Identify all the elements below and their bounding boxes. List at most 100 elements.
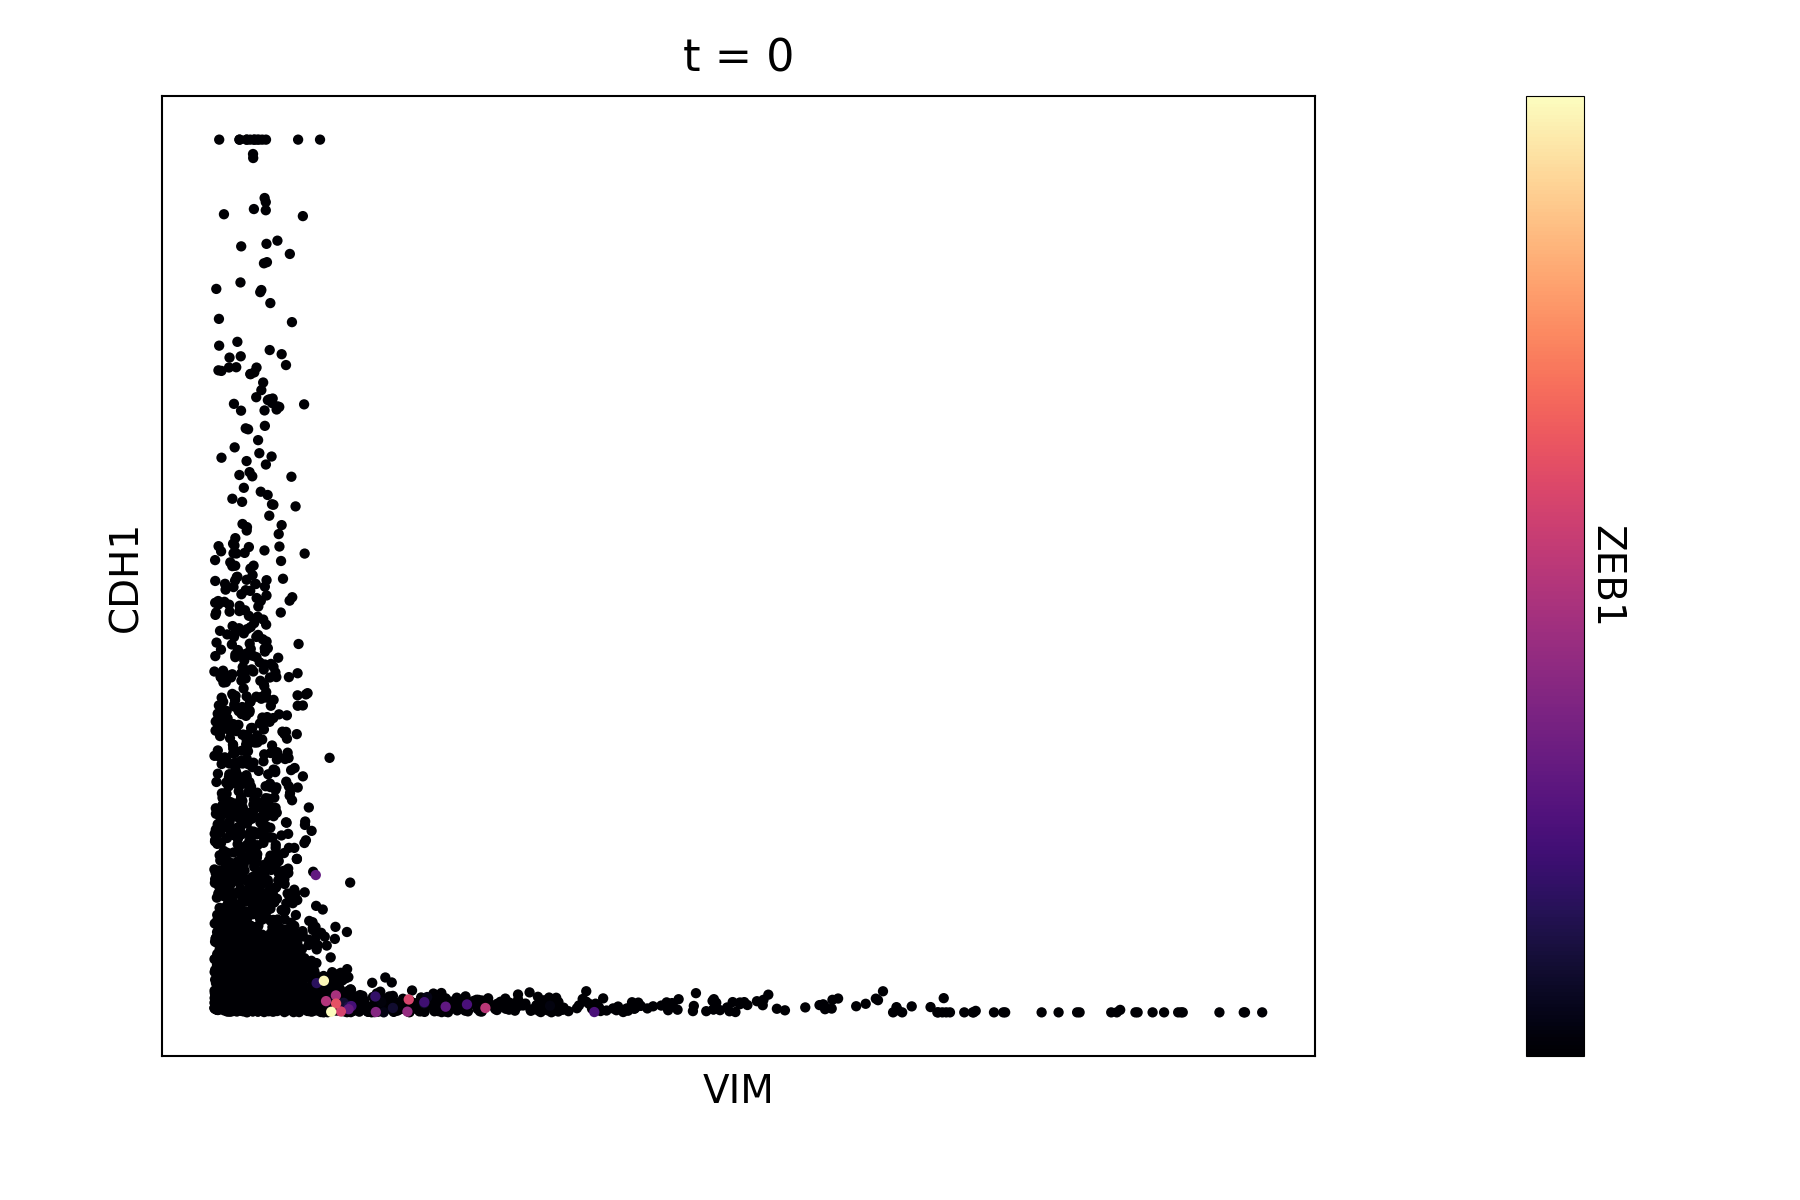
Point: [220, 823, 248, 842]
Point: [211, 990, 239, 1009]
Point: [229, 943, 257, 962]
Point: [232, 972, 261, 991]
Point: [200, 914, 229, 934]
Point: [227, 794, 256, 814]
Point: [337, 995, 365, 1014]
Point: [211, 989, 239, 1008]
Point: [263, 910, 292, 929]
Point: [236, 640, 265, 659]
Point: [218, 635, 247, 654]
Point: [385, 1000, 414, 1019]
Point: [236, 646, 265, 665]
Point: [328, 971, 356, 990]
Point: [277, 994, 306, 1013]
Point: [277, 312, 306, 331]
Point: [281, 985, 310, 1004]
Point: [202, 721, 230, 740]
Point: [544, 994, 572, 1013]
Point: [216, 979, 245, 998]
Point: [313, 1002, 342, 1021]
Point: [211, 932, 239, 952]
Point: [272, 1001, 301, 1020]
Point: [221, 977, 250, 996]
Point: [221, 989, 250, 1008]
Point: [272, 976, 301, 995]
Point: [241, 985, 270, 1004]
Point: [252, 947, 281, 966]
Point: [220, 920, 248, 940]
Point: [221, 971, 250, 990]
Point: [225, 986, 254, 1006]
Point: [392, 1002, 421, 1021]
Point: [223, 641, 252, 660]
Point: [268, 997, 297, 1016]
Point: [344, 991, 373, 1010]
Point: [250, 985, 279, 1004]
Point: [207, 989, 236, 1008]
Point: [311, 989, 340, 1008]
Point: [247, 948, 275, 967]
Point: [212, 916, 241, 935]
Point: [257, 958, 286, 977]
Point: [232, 661, 261, 680]
Point: [211, 989, 239, 1008]
Point: [277, 588, 306, 607]
Point: [214, 894, 243, 913]
Point: [958, 1003, 986, 1022]
Point: [232, 935, 261, 954]
Point: [290, 983, 319, 1002]
Point: [257, 986, 286, 1006]
Point: [400, 996, 428, 1015]
Point: [209, 992, 238, 1012]
Point: [236, 692, 265, 712]
Point: [463, 990, 491, 1009]
Point: [239, 362, 268, 382]
Point: [290, 990, 319, 1009]
Point: [223, 869, 252, 888]
Point: [733, 995, 761, 1014]
Point: [338, 998, 367, 1018]
Point: [238, 959, 266, 978]
Point: [232, 451, 261, 470]
Point: [270, 997, 299, 1016]
Point: [250, 887, 279, 906]
Point: [205, 967, 234, 986]
Point: [281, 906, 310, 925]
Point: [254, 988, 283, 1007]
Point: [245, 961, 274, 980]
Point: [248, 937, 277, 956]
Point: [405, 1002, 434, 1021]
Point: [205, 882, 234, 901]
Point: [202, 870, 230, 889]
Point: [241, 976, 270, 995]
Point: [988, 1003, 1017, 1022]
Point: [261, 919, 290, 938]
Point: [243, 1002, 272, 1021]
Point: [227, 790, 256, 809]
Point: [229, 1002, 257, 1021]
Point: [239, 1002, 268, 1021]
Point: [749, 996, 778, 1015]
Point: [234, 952, 263, 971]
Point: [301, 974, 329, 994]
Point: [209, 966, 238, 985]
Point: [265, 923, 293, 942]
Point: [243, 607, 272, 626]
Point: [272, 812, 301, 832]
Point: [220, 997, 248, 1016]
Point: [281, 954, 310, 973]
Point: [252, 688, 281, 707]
Point: [310, 1003, 338, 1022]
Point: [214, 866, 243, 886]
Point: [212, 1001, 241, 1020]
Point: [227, 886, 256, 905]
Point: [236, 982, 265, 1001]
Point: [254, 1000, 283, 1019]
Point: [247, 994, 275, 1013]
Point: [272, 990, 301, 1009]
Point: [234, 995, 263, 1014]
Point: [218, 941, 247, 960]
Point: [216, 971, 245, 990]
Point: [209, 863, 238, 882]
Point: [254, 900, 283, 919]
